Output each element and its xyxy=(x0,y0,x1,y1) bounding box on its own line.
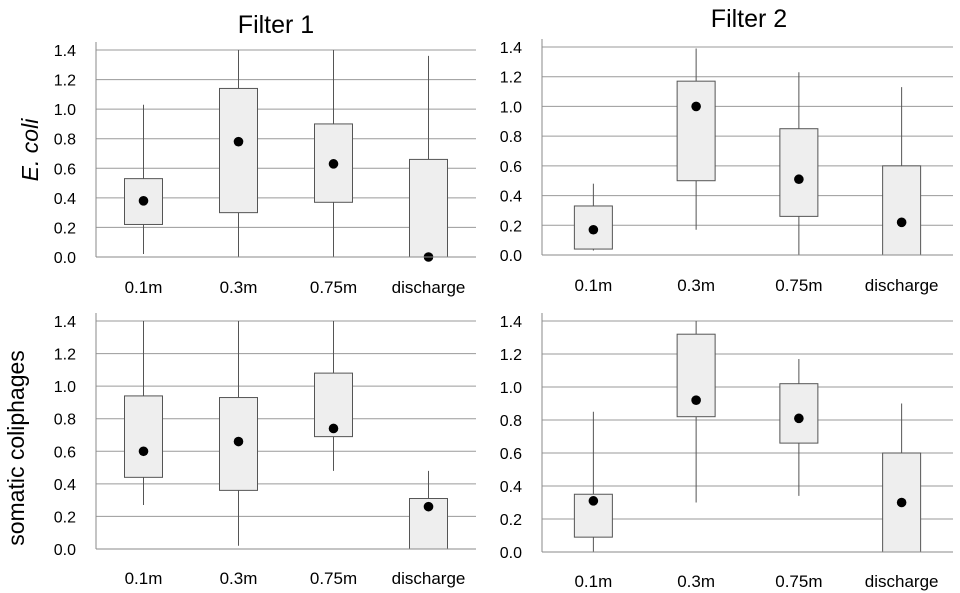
y-tick-label: 1.2 xyxy=(500,70,522,87)
x-category-label: 0.1m xyxy=(574,276,612,295)
y-tick-label: 0.8 xyxy=(500,129,522,146)
x-category-label: 0.1m xyxy=(125,278,163,297)
y-tick-label: 0.0 xyxy=(54,542,76,559)
y-tick-label: 0.2 xyxy=(54,509,76,526)
y-tick-label: 0.6 xyxy=(500,446,522,463)
x-category-label: 0.75m xyxy=(310,569,357,588)
y-tick-label: 0.4 xyxy=(500,479,522,496)
mean-point xyxy=(691,395,701,406)
y-tick-label: 0.4 xyxy=(54,191,76,208)
x-category-label: 0.3m xyxy=(677,276,715,295)
mean-point xyxy=(328,159,339,169)
box xyxy=(124,395,163,478)
x-category-label: discharge xyxy=(865,276,939,295)
y-tick-label: 1.2 xyxy=(54,347,76,364)
y-tick-label: 0.8 xyxy=(54,132,76,149)
mean-point xyxy=(896,217,907,228)
y-tick-label: 0.0 xyxy=(54,250,76,267)
x-category-label: 0.75m xyxy=(310,278,357,297)
panel-ecoli-filter-2: 0.0 0.2 0.4 0.6 0.8 1.0 1.2 1.4 0.1m 0.3m 0.75m dis… xyxy=(500,39,953,295)
x-category-label: 0.3m xyxy=(677,572,715,591)
column-title-filter-1: Filter 1 xyxy=(238,11,314,39)
x-category-label: 0.3m xyxy=(220,278,258,297)
mean-point xyxy=(691,101,701,112)
mean-point xyxy=(896,497,907,508)
y-tick-label: 1.0 xyxy=(500,99,522,116)
box xyxy=(219,397,258,491)
box xyxy=(409,158,448,258)
row-label-top: E. coli xyxy=(17,118,43,182)
mean-point xyxy=(138,196,149,206)
box xyxy=(779,128,819,217)
y-tick-label: 0.0 xyxy=(500,545,522,562)
mean-point xyxy=(588,496,599,506)
y-tick-label: 0.0 xyxy=(500,248,522,265)
column-title-filter-2: Filter 2 xyxy=(711,5,787,33)
x-category-label: discharge xyxy=(865,572,939,591)
y-tick-label: 0.6 xyxy=(54,161,76,178)
box xyxy=(882,165,922,256)
mean-point xyxy=(328,423,339,434)
panel-ecoli-filter-1: 0.0 0.2 0.4 0.6 0.8 1.0 1.2 1.4 0.1m 0.3m 0.75m dis… xyxy=(54,42,476,297)
mean-point xyxy=(423,501,434,512)
mean-point xyxy=(233,436,244,447)
box xyxy=(779,383,819,444)
y-tick-label: 0.8 xyxy=(54,412,76,429)
x-category-label: 0.3m xyxy=(220,569,258,588)
x-category-label: discharge xyxy=(392,569,466,588)
x-category-label: discharge xyxy=(392,278,466,297)
panel-coliphages-filter-1: 0.0 0.2 0.4 0.6 0.8 1.0 1.2 1.4 0.1m 0.3m 0.75m dis… xyxy=(54,313,476,588)
y-tick-label: 0.4 xyxy=(500,189,522,206)
y-tick-label: 0.8 xyxy=(500,413,522,430)
mean-point xyxy=(233,136,244,147)
y-tick-label: 0.2 xyxy=(500,218,522,235)
y-tick-label: 0.4 xyxy=(54,477,76,494)
mean-point xyxy=(794,174,804,185)
row-label-bottom: somatic coliphages xyxy=(3,350,29,546)
row-label-bottom-prefix: somatic coliphages xyxy=(3,350,29,546)
mean-point xyxy=(794,413,804,424)
x-category-label: 0.75m xyxy=(775,572,822,591)
x-category-label: 0.1m xyxy=(125,569,163,588)
y-tick-label: 1.0 xyxy=(54,102,76,119)
y-tick-label: 1.4 xyxy=(500,40,522,57)
mean-point xyxy=(138,446,149,457)
row-label-top-italic: E. coli xyxy=(17,118,43,182)
panel-coliphages-filter-2: 0.0 0.2 0.4 0.6 0.8 1.0 1.2 1.4 0.1m 0.3m 0.75m dis… xyxy=(500,313,953,591)
y-tick-label: 1.4 xyxy=(500,314,522,331)
y-tick-label: 1.4 xyxy=(54,43,76,60)
y-tick-label: 1.2 xyxy=(500,347,522,364)
y-tick-label: 0.2 xyxy=(54,220,76,237)
y-tick-label: 1.0 xyxy=(54,379,76,396)
y-tick-label: 1.0 xyxy=(500,380,522,397)
box xyxy=(676,80,716,182)
x-category-label: 0.75m xyxy=(775,276,822,295)
y-tick-label: 0.6 xyxy=(54,444,76,461)
mean-point xyxy=(588,224,599,235)
box xyxy=(219,87,258,214)
x-category-label: 0.1m xyxy=(574,572,612,591)
y-tick-label: 1.4 xyxy=(54,314,76,331)
y-tick-label: 0.6 xyxy=(500,159,522,176)
y-tick-label: 1.2 xyxy=(54,73,76,90)
y-tick-label: 0.2 xyxy=(500,512,522,529)
